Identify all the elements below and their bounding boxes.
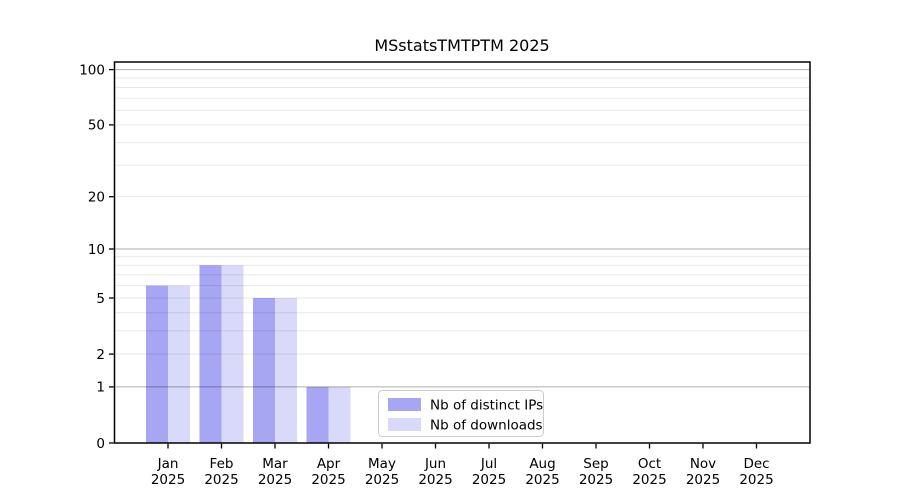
x-tick-label-month-jan: Jan: [157, 456, 179, 472]
bar-jan-downloads: [168, 285, 190, 443]
bar-feb-downloads: [221, 265, 244, 443]
x-tick-label-month-nov: Nov: [690, 456, 716, 472]
y-tick-label-2: 2: [96, 347, 105, 363]
x-tick-label-month-aug: Aug: [529, 456, 555, 472]
x-tick-label-month-oct: Oct: [638, 456, 661, 472]
plot-border: [113, 61, 811, 444]
bar-feb-distinct-ips: [199, 265, 222, 443]
x-tick-label-year-dec: 2025: [739, 472, 773, 488]
bar-apr-distinct-ips: [306, 386, 329, 443]
y-tick-label-100: 100: [79, 62, 105, 78]
x-tick-label-year-jul: 2025: [472, 472, 506, 488]
x-tick-label-month-mar: Mar: [262, 456, 288, 472]
x-tick-label-month-may: May: [368, 456, 396, 472]
legend-swatch-distinct-ips: [388, 398, 421, 411]
x-tick-label-year-jun: 2025: [418, 472, 452, 488]
legend: Nb of distinct IPs Nb of downloads: [378, 390, 544, 437]
x-tick-label-year-may: 2025: [365, 472, 399, 488]
x-tick-label-year-mar: 2025: [258, 472, 292, 488]
bars-layer: [146, 265, 351, 443]
x-tick-label-year-jan: 2025: [151, 472, 185, 488]
bar-jan-distinct-ips: [146, 285, 168, 443]
bar-apr-downloads: [328, 386, 351, 443]
legend-label-downloads: Nb of downloads: [430, 418, 543, 434]
x-tick-label-month-jul: Jul: [480, 456, 497, 472]
x-tick-label-month-dec: Dec: [743, 456, 769, 472]
x-tick-label-year-feb: 2025: [204, 472, 238, 488]
x-tick-label-year-aug: 2025: [525, 472, 559, 488]
chart-title: MSstatsTMTPTM 2025: [374, 36, 549, 55]
x-tick-label-year-nov: 2025: [686, 472, 720, 488]
x-tick-label-month-sep: Sep: [583, 456, 608, 472]
x-tick-label-month-jun: Jun: [424, 456, 446, 472]
label-layer: 0125102050100Jan2025Feb2025Mar2025Apr202…: [79, 62, 773, 488]
x-tick-label-year-sep: 2025: [579, 472, 613, 488]
grid-layer: [115, 69, 810, 388]
y-tick-label-0: 0: [96, 436, 105, 452]
bar-mar-downloads: [275, 298, 297, 443]
legend-label-distinct-ips: Nb of distinct IPs: [430, 398, 543, 414]
y-tick-label-20: 20: [88, 190, 105, 206]
axis-layer: [109, 68, 758, 449]
legend-swatch-downloads: [388, 418, 421, 431]
x-tick-label-year-apr: 2025: [311, 472, 345, 488]
y-tick-label-50: 50: [88, 118, 105, 134]
y-tick-label-1: 1: [96, 380, 105, 396]
x-tick-label-year-oct: 2025: [632, 472, 666, 488]
bar-mar-distinct-ips: [253, 298, 275, 443]
x-tick-label-month-apr: Apr: [317, 456, 341, 472]
x-tick-label-month-feb: Feb: [210, 456, 234, 472]
y-tick-label-10: 10: [88, 242, 105, 258]
y-tick-label-5: 5: [96, 291, 105, 307]
